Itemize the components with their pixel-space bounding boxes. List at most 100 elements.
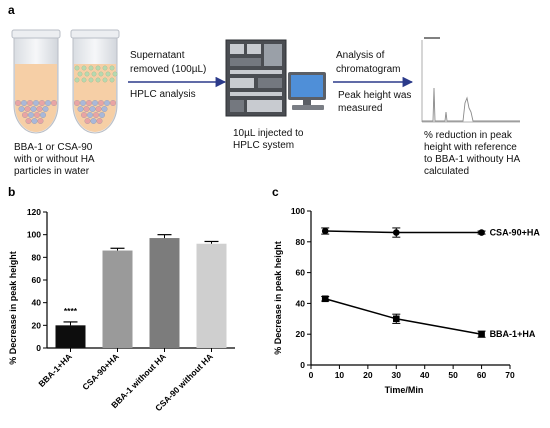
data-point	[321, 227, 329, 235]
particle	[96, 118, 103, 124]
bar	[196, 243, 227, 348]
particle	[25, 118, 32, 124]
particle	[92, 100, 98, 106]
line-chart-y-tick-label: 60	[296, 268, 306, 278]
particle	[51, 100, 57, 106]
particle	[74, 65, 80, 71]
line-chart-y-tick-label: 20	[296, 329, 306, 339]
particle	[98, 71, 104, 77]
bar-chart: % Decrease in peak height 0 20 40 60 80 100 12…	[8, 207, 235, 413]
arrow-1-bottom-label: HPLC analysis	[130, 89, 196, 100]
bar	[102, 250, 133, 348]
particle	[36, 106, 43, 112]
line-chart-x-tick-label: 40	[420, 370, 430, 380]
particle	[102, 65, 108, 71]
particle	[34, 112, 40, 118]
bar-chart-y-tick-label: 60	[32, 275, 42, 285]
line-chart: % Decrease in peak height Time/Min 0 20 40…	[273, 206, 540, 395]
line-chart-x-tick-label: 50	[448, 370, 458, 380]
particle	[81, 65, 87, 71]
bar-chart-y-tick-label: 20	[32, 320, 42, 330]
arrow-1-top-label: Supernatant removed (100µL)	[130, 50, 206, 75]
particle	[40, 112, 46, 118]
bar-chart-y-tick-label: 100	[27, 230, 41, 240]
data-point	[392, 315, 400, 323]
panel-b-letter: b	[8, 185, 15, 199]
particle	[110, 100, 116, 106]
particle	[102, 77, 108, 83]
particle	[89, 106, 96, 112]
particle	[74, 100, 80, 106]
line-chart-y-label: % Decrease in peak height	[273, 241, 283, 355]
particle	[86, 100, 92, 106]
particle	[45, 100, 51, 106]
particle	[83, 106, 90, 112]
line-chart-y-tick-label: 80	[296, 237, 306, 247]
line-chart-y-tick-label: 0	[300, 360, 305, 370]
result-caption: % reduction in peak height with referenc…	[424, 130, 522, 177]
particle	[98, 100, 104, 106]
bar	[55, 325, 86, 348]
particle	[105, 71, 111, 77]
line-chart-x-tick-label: 60	[477, 370, 487, 380]
line-chart-x-tick-label: 10	[335, 370, 345, 380]
particle	[81, 112, 87, 118]
particle	[95, 77, 101, 83]
particle	[77, 71, 83, 77]
series-label: BBA-1+HA	[490, 329, 536, 339]
particle	[88, 65, 94, 71]
particle	[88, 77, 94, 83]
particle	[77, 106, 84, 112]
particle	[30, 106, 37, 112]
hplc-instrument-icon	[225, 39, 287, 117]
panel-a-letter: a	[8, 3, 15, 17]
bar-chart-category-label: BBA-1+HA	[36, 351, 74, 389]
particle	[112, 71, 118, 77]
particle	[93, 112, 99, 118]
tubes-caption: BBA-1 or CSA-90 with or without HA parti…	[13, 142, 97, 177]
arrow-2-bottom-label: Peak height was measured	[338, 90, 414, 114]
data-point	[478, 330, 485, 338]
particle	[22, 112, 28, 118]
particle	[28, 112, 34, 118]
tube-1-particles	[15, 100, 57, 124]
line-chart-x-tick-label: 70	[505, 370, 515, 380]
particle	[42, 106, 49, 112]
particle	[84, 71, 90, 77]
line-chart-x-tick-label: 0	[309, 370, 314, 380]
particle	[90, 118, 97, 124]
particle	[15, 100, 21, 106]
test-tube-1	[11, 29, 61, 134]
particle	[81, 77, 87, 83]
particle	[84, 118, 91, 124]
particle	[39, 100, 45, 106]
data-point	[392, 229, 400, 236]
particle	[104, 100, 110, 106]
particle	[87, 112, 93, 118]
particle	[74, 77, 80, 83]
data-point	[321, 295, 329, 303]
line-chart-y-tick-label: 100	[291, 206, 305, 216]
significance-annotation: ****	[64, 306, 78, 316]
particle	[18, 106, 25, 112]
bar-chart-y-label: % Decrease in peak height	[8, 251, 18, 365]
particle	[33, 100, 39, 106]
line-chart-y-tick-label: 40	[296, 298, 306, 308]
particle	[31, 118, 38, 124]
particle	[99, 112, 105, 118]
particle	[95, 65, 101, 71]
particle	[95, 106, 102, 112]
series-label: CSA-90+HA	[490, 228, 541, 238]
bar-chart-y-tick-label: 120	[27, 207, 41, 217]
line-chart-x-tick-label: 20	[363, 370, 373, 380]
series-line	[325, 230, 482, 234]
bar-chart-y-tick-label: 40	[32, 298, 42, 308]
data-point	[478, 229, 485, 236]
series-line	[325, 298, 482, 335]
particle	[109, 65, 115, 71]
tube-2-particles	[74, 65, 118, 124]
bar-chart-y-tick-label: 80	[32, 252, 42, 262]
bar	[149, 238, 180, 348]
particle	[80, 100, 86, 106]
